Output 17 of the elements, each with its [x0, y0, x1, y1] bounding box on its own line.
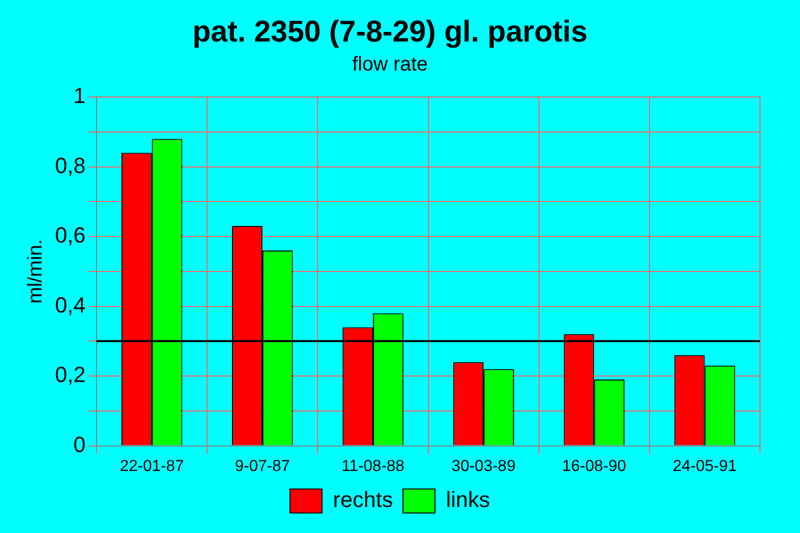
x-tick-label: 9-07-87 [234, 458, 290, 475]
x-tick-label: 22-01-87 [120, 458, 184, 475]
y-tick-label: 0,4 [54, 292, 86, 318]
x-tick-label: 30-03-89 [452, 458, 516, 475]
y-tick-label: 0,6 [54, 222, 86, 248]
x-tick-label: 16-08-90 [562, 458, 626, 475]
y-tick-label: 0,2 [54, 362, 86, 388]
y-tick-label: 1 [73, 83, 86, 108]
legend-label: links [446, 487, 490, 512]
y-tick-label: 0 [73, 432, 86, 457]
y-axis-title: ml/min. [24, 239, 47, 304]
legend-label: rechts [333, 487, 393, 512]
x-tick-label: 24-05-91 [672, 458, 737, 475]
chart-title: pat. 2350 (7-8-29) gl. parotis [192, 15, 588, 48]
x-tick-label: 11-08-88 [342, 458, 405, 475]
chart-subtitle: flow rate [352, 54, 428, 76]
y-tick-label: 0,8 [54, 152, 86, 178]
